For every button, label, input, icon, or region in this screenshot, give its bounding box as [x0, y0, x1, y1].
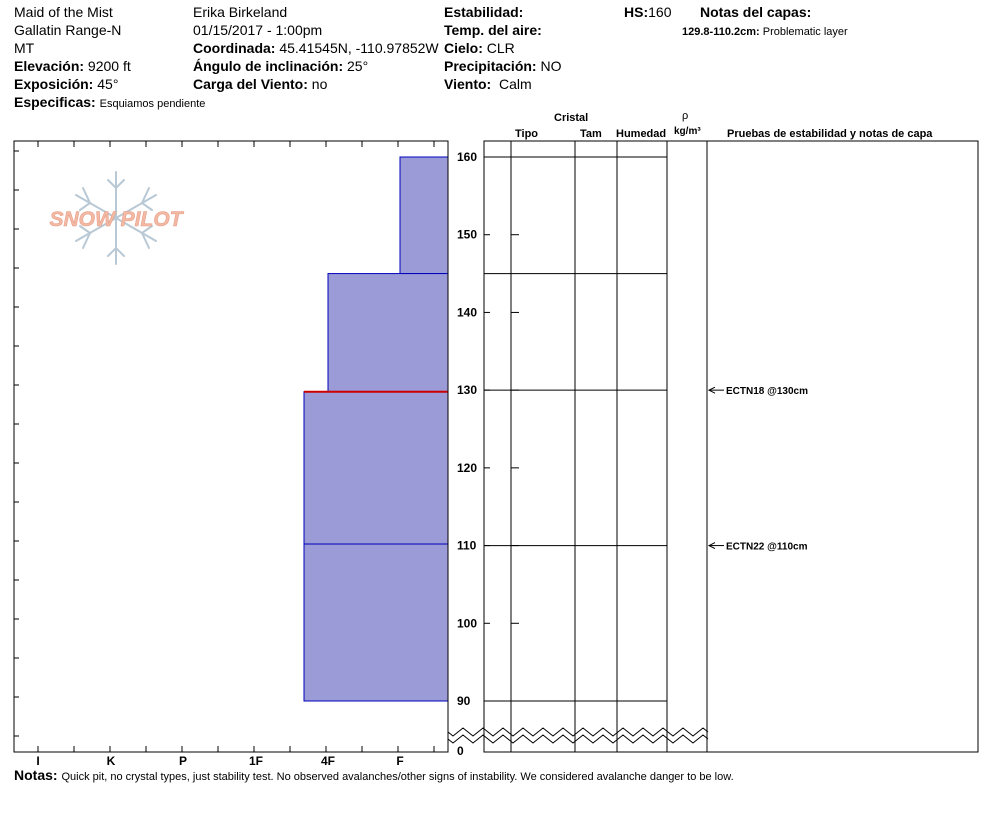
slope-value: 25°: [347, 58, 369, 74]
notes: Notas: Quick pit, no crystal types, just…: [14, 767, 734, 785]
depth-tick-label-150: 150: [457, 228, 477, 242]
hardness-label-I: I: [36, 754, 39, 768]
depth-axis-break-label: 0: [457, 744, 464, 758]
hs-value: 160: [648, 4, 672, 20]
specifics-label: Especificas:: [14, 94, 96, 110]
notes-text: Quick pit, no crystal types, just stabil…: [61, 771, 734, 783]
observer-name: Erika Birkeland: [193, 4, 288, 20]
snow-height: HS:160: [624, 4, 671, 20]
wind: Viento: Calm: [444, 76, 532, 92]
air-temp-label: Temp. del aire:: [444, 22, 542, 38]
axis-break-zigzag-1: [447, 734, 709, 744]
hardness-plot: I K P 1F 4F F: [13, 140, 449, 768]
sky-label: Cielo:: [444, 40, 483, 56]
slope-angle: Ángulo de inclinación: 25°: [193, 58, 368, 74]
location-name: Maid of the Mist: [14, 4, 113, 20]
hardness-label-F: F: [396, 754, 403, 768]
aspect-label: Exposición:: [14, 76, 94, 92]
depth-axis: 90 100 110 120 130 140 150 160 0: [457, 150, 477, 758]
sky: Cielo: CLR: [444, 40, 515, 56]
depth-tick-label-130: 130: [457, 383, 477, 397]
size-header: Tam: [580, 128, 602, 140]
snowflake-icon: [75, 171, 157, 265]
stability-test-label-2: ECTN22 @110cm: [726, 542, 808, 553]
snow-pilot-logo: SNOW PILOT: [49, 171, 185, 265]
aspect: Exposición: 45°: [14, 76, 118, 92]
wind-load-value: no: [311, 76, 328, 92]
aspect-value: 45°: [97, 76, 119, 92]
specifics-value: Esquiamos pendiente: [99, 98, 206, 110]
crystal-table-frame: [483, 140, 708, 753]
tests-header: Pruebas de estabilidad y notas de capa: [727, 128, 933, 140]
wind-value: Calm: [498, 76, 532, 92]
wind-loading: Carga del Viento: no: [193, 76, 327, 92]
coord-value: 45.41545N, -110.97852W: [279, 40, 439, 56]
sky-value: CLR: [486, 40, 515, 56]
precipitation: Precipitación: NO: [444, 58, 561, 74]
crystal-table: [447, 140, 709, 753]
snow-layer-3: [303, 391, 449, 545]
stability-test-arrow-2: [707, 542, 716, 550]
elevation-value: 9200 ft: [87, 58, 131, 74]
precip-value: NO: [540, 58, 562, 74]
hardness-label-1F: 1F: [249, 754, 263, 768]
coordinates: Coordinada: 45.41545N, -110.97852W: [193, 40, 439, 56]
axis-break-zigzag-0: [447, 727, 709, 737]
observation-datetime: 01/15/2017 - 1:00pm: [193, 22, 323, 38]
depth-tick-label-160: 160: [457, 150, 477, 164]
depth-tick-label-90: 90: [457, 694, 471, 708]
state: MT: [14, 40, 35, 56]
layer-note-text: Problematic layer: [762, 26, 848, 38]
slope-label: Ángulo de inclinación:: [193, 58, 344, 74]
stability-label: Estabilidad:: [444, 4, 524, 20]
precip-label: Precipitación:: [444, 58, 537, 74]
depth-tick-label-140: 140: [457, 305, 477, 319]
hardness-label-K: K: [107, 754, 116, 768]
moisture-header: Humedad: [616, 128, 667, 140]
hardness-label-4F: 4F: [321, 754, 335, 768]
hardness-label-P: P: [179, 754, 187, 768]
hs-label: HS:: [624, 4, 649, 20]
density-symbol: ρ: [682, 110, 689, 122]
hardness-plot-frame: [13, 140, 449, 753]
wind-label: Viento:: [444, 76, 492, 92]
depth-tick-label-100: 100: [457, 616, 477, 630]
elevation-label: Elevación:: [14, 58, 85, 74]
snow-layer-2: [327, 273, 449, 393]
type-header: Tipo: [515, 128, 539, 140]
specifics: Especificas: Esquiamos pendiente: [14, 94, 205, 112]
stability-test-label-1: ECTN18 @130cm: [726, 386, 808, 397]
stability-test-arrow-1: [707, 386, 716, 394]
wind-load-label: Carga del Viento:: [193, 76, 308, 92]
density-unit: kg/m³: [674, 126, 701, 137]
snow-layer-1: [399, 156, 449, 275]
layer-notes-label: Notas del capas:: [700, 4, 812, 20]
tests-panel: ECTN18 @130cm ECTN22 @110cm: [706, 140, 979, 753]
crystal-header: Cristal: [554, 112, 589, 124]
tests-panel-frame: [706, 140, 979, 753]
snow-layer-4: [303, 543, 449, 702]
elevation: Elevación: 9200 ft: [14, 58, 131, 74]
notes-label: Notas:: [14, 767, 58, 783]
depth-tick-label-110: 110: [457, 539, 477, 553]
mountain-range: Gallatin Range-N: [14, 22, 122, 38]
layer-note: 129.8-110.2cm: Problematic layer: [682, 24, 848, 40]
layer-note-range: 129.8-110.2cm:: [682, 26, 760, 38]
logo-text: SNOW PILOT: [50, 208, 185, 231]
coord-label: Coordinada:: [193, 40, 276, 56]
depth-tick-label-120: 120: [457, 461, 477, 475]
